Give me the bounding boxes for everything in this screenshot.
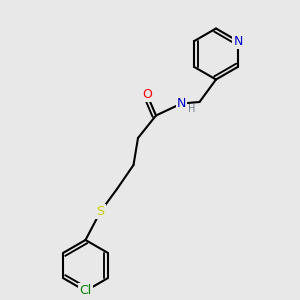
Text: N: N (177, 97, 186, 110)
Text: Cl: Cl (80, 284, 92, 298)
Text: O: O (142, 88, 152, 101)
Text: N: N (233, 35, 243, 48)
Text: H: H (188, 104, 196, 115)
Text: S: S (97, 205, 104, 218)
